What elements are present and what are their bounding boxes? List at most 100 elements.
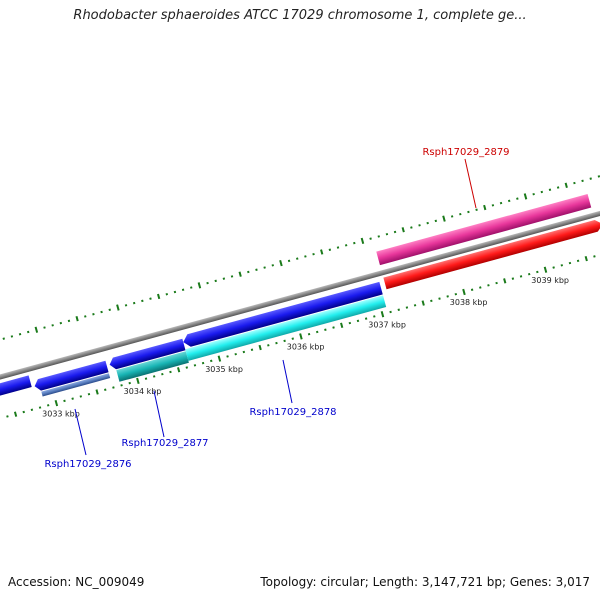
minor-tick	[87, 392, 91, 396]
minor-tick	[271, 264, 275, 267]
minor-tick	[144, 377, 148, 380]
minor-tick	[397, 308, 400, 311]
minor-tick	[79, 395, 83, 398]
minor-tick	[369, 237, 372, 240]
minor-tick	[258, 344, 262, 351]
minor-tick	[487, 284, 490, 287]
cds-rsph17029-2878[interactable]	[182, 281, 383, 348]
scale-label: 3034 kbp	[124, 387, 162, 396]
gene-label-2878[interactable]: Rsph17029_2878	[249, 407, 336, 418]
cds-rsph17029-2878-feature[interactable]	[185, 295, 387, 361]
cds-rsph17029-2875[interactable]	[0, 375, 32, 400]
minor-tick	[304, 255, 307, 258]
minor-tick	[315, 330, 319, 334]
cds-rsph17029-2876-feature[interactable]	[41, 373, 111, 397]
minor-tick	[479, 286, 482, 289]
minor-tick	[6, 415, 9, 418]
cds-rsph17029-2879[interactable]	[376, 194, 592, 266]
minor-tick	[536, 270, 539, 274]
minor-tick	[128, 381, 131, 385]
minor-tick	[597, 175, 600, 178]
chromosome-backbone	[0, 203, 600, 385]
minor-tick	[377, 235, 380, 238]
minor-tick	[161, 372, 164, 376]
minor-tick	[247, 270, 250, 274]
minor-tick	[430, 299, 433, 303]
major-tick	[54, 399, 59, 407]
minor-tick	[495, 281, 498, 285]
minor-tick	[177, 367, 181, 373]
minor-tick	[157, 293, 161, 300]
minor-tick	[589, 177, 592, 180]
minor-tick	[584, 255, 588, 262]
minor-tick	[255, 268, 258, 271]
minor-tick	[238, 271, 242, 277]
minor-tick	[483, 204, 487, 211]
minor-tick	[291, 337, 294, 340]
minor-tick	[214, 279, 217, 283]
gene-label-2877[interactable]: Rsph17029_2877	[121, 438, 208, 449]
minor-tick	[222, 277, 226, 280]
cds-rsph17029-2876[interactable]	[33, 360, 109, 392]
gene-label-2879[interactable]: Rsph17029_2879	[422, 147, 509, 158]
major-tick	[299, 333, 303, 340]
minor-tick	[250, 348, 254, 351]
minor-tick	[242, 350, 246, 354]
major-tick	[380, 311, 385, 318]
minor-tick	[454, 292, 458, 296]
minor-tick	[519, 275, 523, 278]
minor-tick	[385, 232, 389, 236]
minor-tick	[307, 332, 311, 336]
minor-tick	[348, 321, 352, 325]
minor-tick	[560, 264, 564, 267]
minor-tick	[71, 397, 74, 400]
minor-tick	[373, 315, 376, 318]
major-tick	[279, 259, 283, 267]
major-tick	[523, 193, 528, 200]
minor-tick	[185, 366, 189, 369]
minor-tick	[532, 192, 535, 196]
cds-rsph17029-2879-feature[interactable]	[383, 218, 600, 290]
minor-tick	[296, 257, 299, 260]
minor-tick	[201, 361, 205, 365]
accession-text: Accession: NC_009049	[8, 575, 145, 589]
minor-tick	[206, 281, 209, 285]
scale-label: 3039 kbp	[531, 276, 569, 285]
minor-tick	[328, 248, 332, 251]
major-tick	[360, 237, 365, 245]
minor-tick	[527, 272, 531, 276]
cds-rsph17029-2877-feature[interactable]	[116, 351, 189, 382]
minor-tick	[332, 326, 335, 329]
minor-tick	[38, 406, 42, 409]
gene-label-2876[interactable]: Rsph17029_2876	[44, 459, 131, 470]
genome-summary-text: Topology: circular; Length: 3,147,721 bp…	[260, 575, 590, 589]
minor-tick	[234, 352, 237, 356]
minor-tick	[540, 190, 544, 194]
minor-tick	[511, 277, 515, 280]
minor-tick	[438, 297, 441, 300]
minor-tick	[573, 181, 576, 185]
minor-tick	[267, 344, 270, 347]
major-tick	[543, 266, 548, 273]
minor-tick	[459, 212, 462, 216]
map-title: Rhodobacter sphaeroides ATCC 17029 chrom…	[73, 8, 527, 23]
scale-label: 3033 kbp	[42, 409, 80, 418]
minor-tick	[576, 259, 580, 263]
minor-tick	[141, 299, 144, 303]
minor-tick	[405, 306, 409, 309]
minor-tick	[10, 335, 14, 338]
minor-tick	[190, 286, 193, 289]
major-tick	[442, 215, 446, 222]
minor-tick	[340, 322, 344, 328]
minor-tick	[104, 388, 107, 391]
cds-rsph17029-2877[interactable]	[108, 338, 186, 371]
minor-tick	[263, 266, 266, 269]
major-tick	[217, 355, 222, 362]
minor-tick	[283, 339, 286, 343]
minor-tick	[593, 255, 596, 258]
minor-tick	[152, 375, 156, 378]
minor-tick	[108, 308, 111, 311]
minor-tick	[320, 249, 324, 255]
major-tick	[462, 288, 466, 296]
